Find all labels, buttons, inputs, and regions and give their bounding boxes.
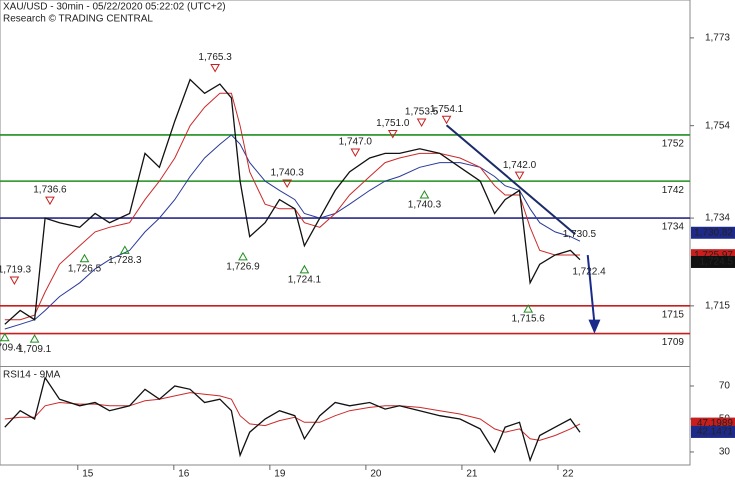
y-tick-label: 1,715 [705,301,730,312]
pivot-high [9,276,20,286]
last-value-label: 1,725.97 [694,250,733,261]
y-tick-label: 1,754 [705,120,730,131]
series-line [4,92,580,321]
last-value-label: 1,724.5 [700,257,734,268]
pivot-low [79,253,90,263]
pivot-low [238,251,248,261]
pivot-label: 1,751.0 [376,118,410,129]
pivot-label: 1,765.3 [198,52,232,63]
last-value-label: 47.1989 [697,418,734,429]
pivot-high [210,63,220,73]
pivot-low [419,189,430,199]
level-label: 1734 [662,222,685,233]
pivot-high [45,196,55,206]
pivot-label: 1,728.3 [108,255,142,266]
level-annotation: 1,722.4 [572,266,606,277]
pivot-label: 1,753.5 [405,107,439,118]
pivot-high [282,179,293,188]
pivot-label: 1,726.5 [68,263,102,274]
last-value-label: 42.1471 [697,427,734,438]
pivot-label: 1,740.3 [270,168,304,179]
pivot-high [514,171,525,181]
forecast-line [586,254,596,324]
level-label: 1709 [662,337,685,348]
y-tick-label: 30 [719,447,731,458]
level-label: 1742 [662,185,685,196]
forecast-arrow [588,319,601,334]
series-line [4,376,581,463]
pivot-label: 1,747.0 [339,137,373,148]
y-tick-label: 70 [719,381,731,392]
level-label: 1715 [662,310,685,321]
pivot-label: 1,742.0 [503,160,537,171]
x-tick-label: 21 [466,469,478,480]
pivot-high [350,148,361,158]
x-tick-label: 19 [274,469,286,480]
rsi-title: RSI14 - 9MA [3,370,61,381]
pivot-low [523,304,534,313]
x-tick-label: 16 [178,469,190,480]
pivot-label: 1,736.6 [33,185,67,196]
pivot-label: 1,754.1 [430,104,464,115]
pivot-label: 1,719.3 [0,265,32,276]
pivot-low [299,264,310,274]
last-value-label: 1,730.82 [694,227,733,238]
header-title: XAU/USD - 30min - 05/22/2020 05:22:02 (U… [3,2,226,13]
x-tick-label: 20 [370,469,382,480]
pivot-high [441,115,452,125]
trendline [445,124,576,236]
series-line [4,134,581,330]
pivot-label: 1,724.1 [288,274,322,285]
last-value-box [691,226,735,239]
last-value-box [691,255,735,268]
level-label: 1752 [662,139,685,150]
pivot-label: 1,709.4 [0,342,22,353]
pivot-label: 1,709.1 [18,344,52,355]
pivot-low [0,332,10,342]
pivot-low [119,245,130,254]
pivot-low [29,334,40,343]
x-tick-label: 15 [82,469,94,480]
y-tick-label: 1,734 [705,213,730,224]
series-line [4,78,581,325]
header-subtitle: Research © TRADING CENTRAL [3,14,153,25]
series-line [4,392,581,441]
pivot-label: 1,740.3 [408,200,442,211]
y-tick-label: 1,773 [705,33,730,44]
pivot-label: 1,715.6 [511,314,545,325]
level-annotation: 1,730.5 [563,229,597,240]
plot-frame [0,0,691,466]
x-tick-label: 22 [562,469,574,480]
last-value-box [691,425,735,438]
pivot-high [387,130,398,139]
pivot-high [416,118,427,127]
pivot-label: 1,726.9 [226,262,260,273]
